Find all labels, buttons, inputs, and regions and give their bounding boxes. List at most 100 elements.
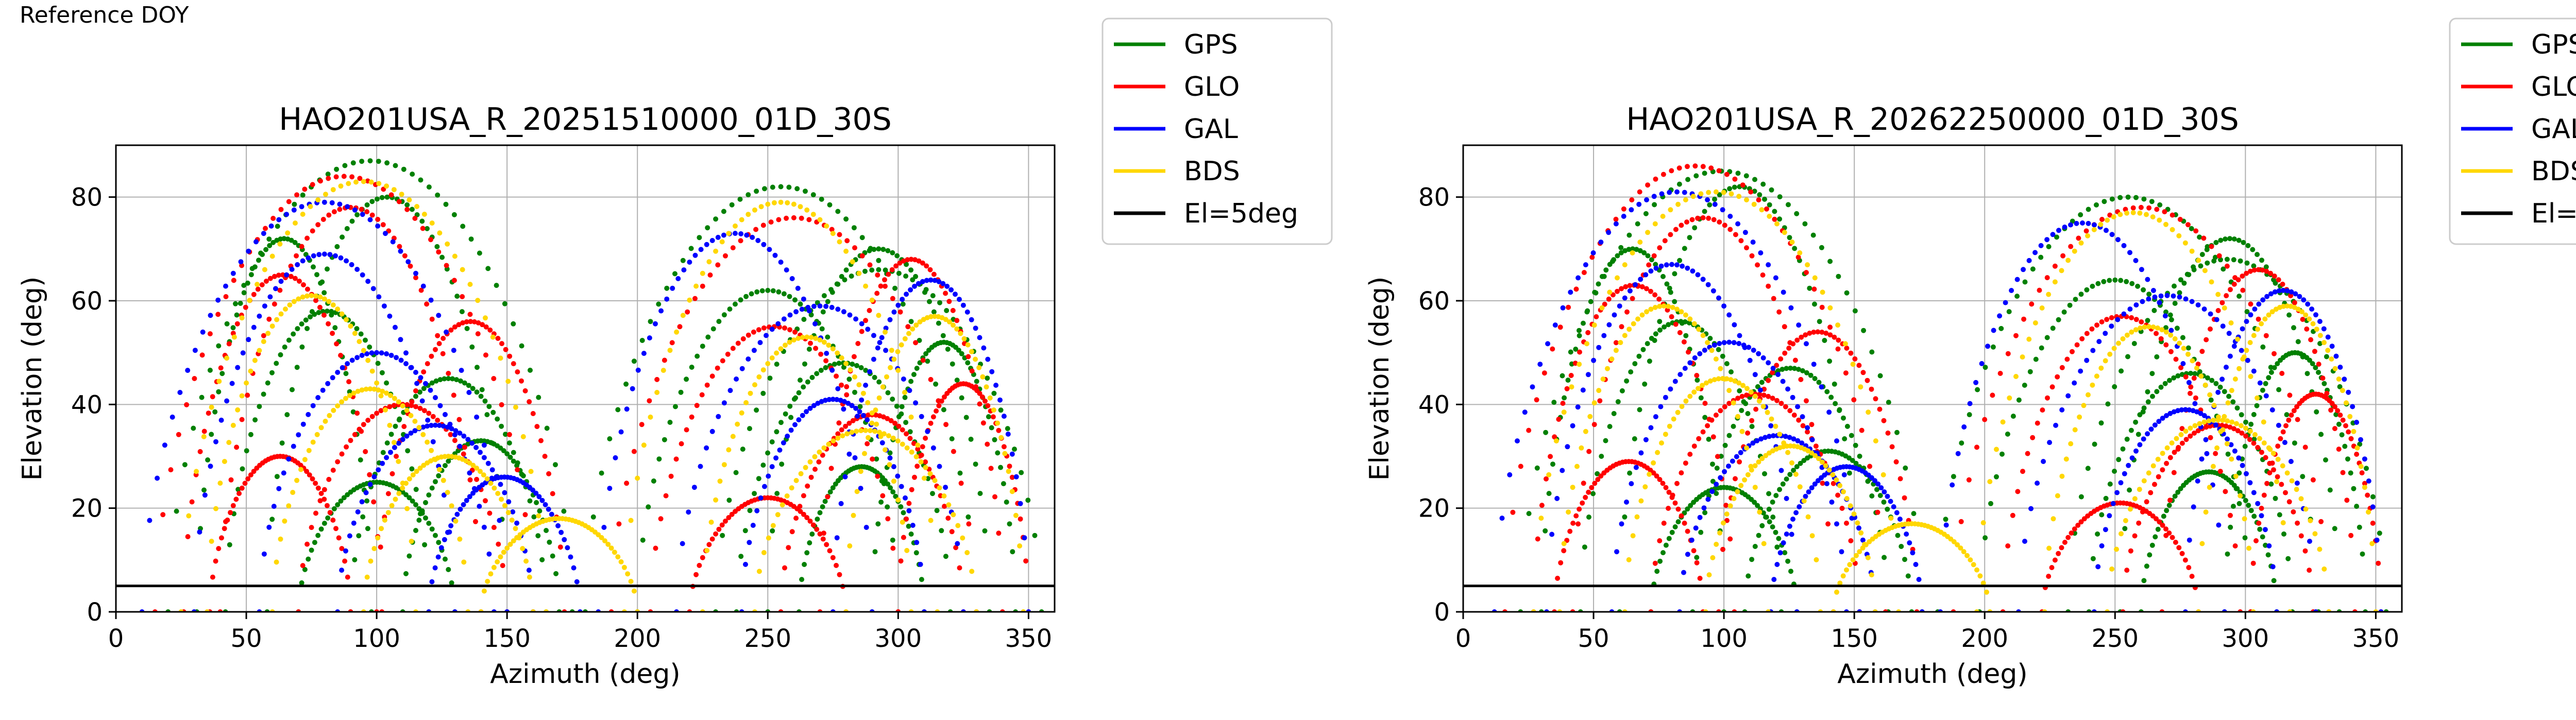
track-point (1543, 430, 1549, 435)
track-point (1907, 540, 1912, 545)
track-point (1702, 415, 1708, 420)
track-point (772, 252, 778, 258)
track-point (908, 267, 914, 273)
track-point (2214, 445, 2220, 451)
track-point (1696, 436, 1702, 441)
track-point (639, 422, 645, 427)
track-point (1644, 309, 1649, 315)
track-point (299, 344, 305, 350)
track-point (759, 288, 765, 294)
track-point (406, 197, 412, 203)
track-point (1819, 304, 1825, 310)
track-point (2040, 407, 2045, 413)
track-point (2321, 340, 2327, 346)
track-point (2248, 374, 2253, 379)
track-point (1550, 346, 1555, 352)
track-point (1693, 525, 1699, 531)
track-point (829, 304, 835, 310)
track-point (452, 432, 457, 438)
track-point (1702, 170, 1707, 176)
track-point (267, 294, 273, 300)
track-point (1827, 324, 1833, 330)
track-point (2009, 288, 2014, 293)
track-point (375, 217, 381, 222)
track-point (742, 528, 748, 534)
track-point (281, 470, 286, 476)
track-point (1755, 503, 1760, 508)
track-point (292, 239, 298, 245)
track-point (1792, 357, 1798, 363)
track-point (1002, 451, 1008, 456)
track-point (1655, 450, 1660, 455)
track-point (1720, 353, 1725, 359)
track-point (835, 435, 841, 441)
track-point (907, 388, 912, 393)
track-point (2308, 518, 2313, 523)
track-point (494, 283, 499, 288)
track-point (255, 282, 260, 287)
track-point (1622, 295, 1628, 301)
track-point (2231, 426, 2236, 432)
track-point (944, 308, 950, 313)
track-point (1783, 404, 1788, 409)
track-point (769, 464, 775, 470)
track-point (2201, 419, 2207, 425)
track-point (946, 319, 952, 324)
track-point (297, 279, 302, 284)
track-point (348, 438, 353, 443)
chart-left: 0 50 100 150 200 250 300 350020406080HAO201USA_… (17, 18, 1333, 690)
track-point (2094, 373, 2099, 379)
track-point (478, 450, 483, 455)
track-point (1657, 538, 1663, 543)
track-point (778, 199, 784, 205)
track-point (747, 426, 752, 432)
track-point (2358, 437, 2363, 442)
track-point (767, 375, 773, 381)
track-point (928, 518, 934, 523)
track-point (299, 204, 304, 210)
track-point (2138, 325, 2143, 331)
satellite-track (674, 303, 966, 612)
track-point (1790, 341, 1796, 347)
track-point (847, 312, 853, 318)
track-point (713, 531, 719, 537)
track-point (2302, 548, 2308, 554)
track-point (1773, 493, 1779, 499)
track-point (913, 550, 919, 556)
track-point (1654, 473, 1659, 479)
track-point (910, 523, 916, 528)
track-point (358, 457, 363, 462)
track-point (168, 467, 174, 473)
track-point (436, 341, 442, 347)
track-point (1844, 290, 1850, 296)
track-point (2175, 373, 2181, 379)
track-point (775, 512, 781, 518)
track-point (2215, 292, 2221, 297)
track-point (915, 442, 921, 448)
track-point (299, 321, 304, 327)
track-point (357, 339, 362, 345)
track-point (365, 418, 371, 423)
track-point (430, 414, 436, 419)
track-point (1961, 424, 1967, 430)
track-point (874, 421, 879, 427)
track-point (1716, 168, 1722, 174)
track-point (2198, 410, 2204, 416)
track-point (321, 312, 327, 318)
track-point (1697, 351, 1703, 356)
track-point (555, 523, 561, 528)
track-point (774, 350, 779, 356)
track-point (1678, 319, 1684, 324)
track-point (1784, 495, 1789, 501)
track-point (2059, 268, 2064, 273)
track-point (2226, 331, 2232, 336)
track-point (2150, 324, 2156, 330)
track-point (1619, 388, 1625, 393)
track-point (1619, 286, 1624, 292)
track-point (2117, 212, 2123, 217)
track-point (231, 278, 236, 283)
track-point (2172, 336, 2178, 341)
track-point (1758, 387, 1763, 393)
track-point (829, 227, 835, 232)
track-point (1722, 469, 1727, 474)
